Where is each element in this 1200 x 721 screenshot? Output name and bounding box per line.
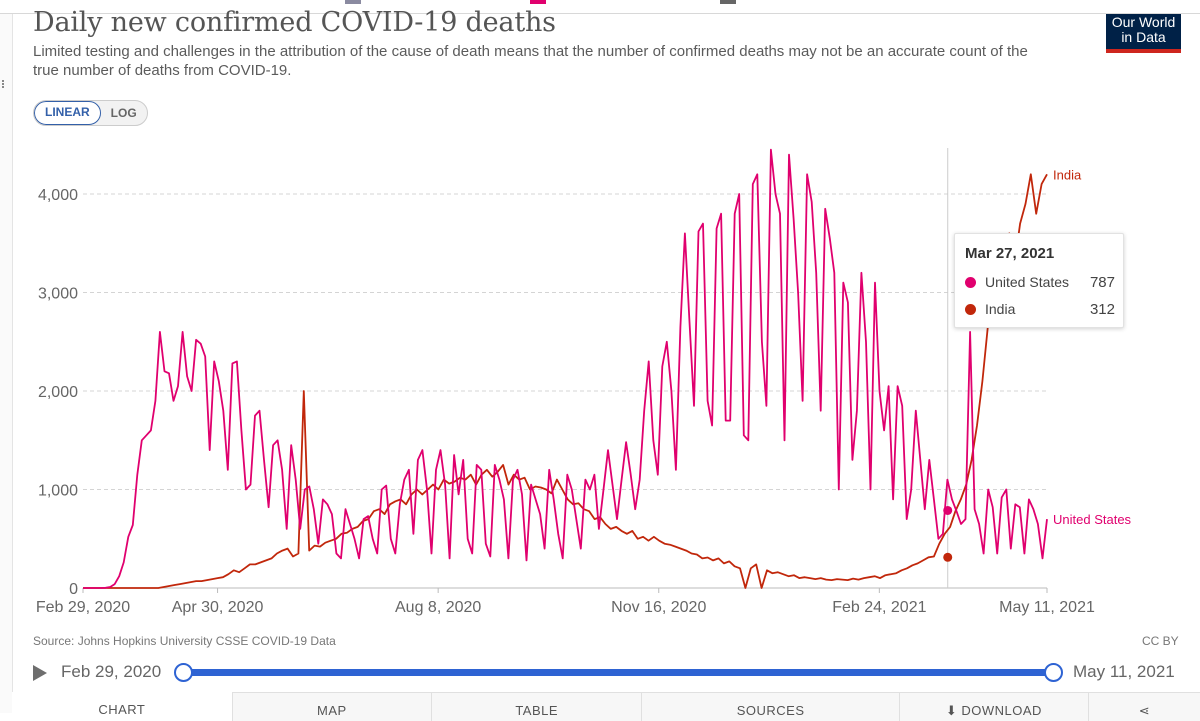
play-icon[interactable] bbox=[33, 665, 47, 681]
grid-lines bbox=[83, 193, 1047, 490]
tab-table[interactable]: TABLE bbox=[430, 692, 642, 721]
tab-sources[interactable]: SOURCES bbox=[641, 692, 899, 721]
tab-map[interactable]: MAP bbox=[231, 692, 431, 721]
tab-chart[interactable]: CHART bbox=[12, 692, 232, 720]
timeline-end-label: May 11, 2021 bbox=[1073, 662, 1175, 681]
linear-scale-button[interactable]: LINEAR bbox=[34, 101, 101, 125]
logo-line-2: in Data bbox=[1121, 29, 1166, 45]
timeline-end-handle[interactable] bbox=[1044, 663, 1063, 682]
top-tab-indicator bbox=[720, 0, 736, 4]
series-end-label: India bbox=[1053, 167, 1082, 182]
source-note[interactable]: Source: Johns Hopkins University CSSE CO… bbox=[33, 634, 336, 648]
y-tick-label: 0 bbox=[69, 581, 78, 598]
timeline-range-fill bbox=[183, 669, 1053, 676]
chart-subtitle: Limited testing and challenges in the at… bbox=[33, 43, 1028, 79]
license-note[interactable]: CC BY bbox=[1142, 634, 1179, 648]
chart-title: Daily new confirmed COVID-19 deaths bbox=[33, 7, 556, 38]
x-tick-label: Aug 8, 2020 bbox=[395, 599, 481, 616]
top-tab-indicator bbox=[345, 0, 361, 4]
x-tick-label: May 11, 2021 bbox=[999, 599, 1095, 616]
legend-dot-icon bbox=[965, 277, 976, 288]
series-end-labels: India United States bbox=[1053, 167, 1132, 527]
tooltip-series-value: 787 bbox=[1089, 274, 1115, 291]
scale-toggle: LINEAR LOG bbox=[33, 100, 148, 126]
timeline-start-label: Feb 29, 2020 bbox=[61, 662, 162, 681]
hover-marker-united-states bbox=[943, 505, 953, 515]
x-tick-label: Feb 29, 2020 bbox=[36, 599, 130, 616]
x-tick-label: Apr 30, 2020 bbox=[172, 599, 264, 616]
top-tab-indicator bbox=[530, 0, 546, 4]
hover-tooltip: Mar 27, 2021 United States 787 India 312 bbox=[954, 233, 1124, 328]
timeline-start-handle[interactable] bbox=[174, 663, 193, 682]
logo-line-1: Our World bbox=[1111, 14, 1176, 30]
tooltip-series-value: 312 bbox=[1089, 301, 1115, 318]
line-chart[interactable]: 0 1,000 2,000 3,000 4,000 Feb 29, 2020 Apr 30… bbox=[0, 130, 1200, 630]
drag-handle-icon[interactable] bbox=[2, 80, 6, 88]
tooltip-date: Mar 27, 2021 bbox=[965, 245, 1055, 262]
series-end-label: United States bbox=[1053, 512, 1132, 527]
y-tick-label: 2,000 bbox=[38, 384, 78, 401]
tooltip-series-name: India bbox=[985, 301, 1016, 317]
y-tick-label: 3,000 bbox=[38, 286, 78, 303]
x-tick-label: Nov 16, 2020 bbox=[611, 599, 706, 616]
log-scale-button[interactable]: LOG bbox=[110, 106, 137, 120]
series-line-india bbox=[83, 173, 1048, 589]
x-tick-label: Feb 24, 2021 bbox=[832, 599, 926, 616]
y-tick-label: 1,000 bbox=[38, 483, 78, 500]
hover-markers bbox=[943, 505, 953, 562]
x-axis: Feb 29, 2020 Apr 30, 2020 Aug 8, 2020 Nov 1… bbox=[36, 587, 1095, 616]
timeline: Feb 29, 2020 May 11, 2021 bbox=[33, 660, 1193, 686]
tooltip-series-name: United States bbox=[985, 274, 1070, 290]
view-tabs: CHART MAP TABLE SOURCES ⬇ DOWNLOAD ⋖ bbox=[12, 692, 1200, 721]
tab-download[interactable]: ⬇ DOWNLOAD bbox=[898, 692, 1088, 721]
browser-top-strip bbox=[0, 0, 1200, 14]
y-axis-ticks: 0 1,000 2,000 3,000 4,000 bbox=[38, 187, 78, 598]
owid-logo[interactable]: Our World in Data bbox=[1106, 14, 1181, 53]
y-tick-label: 4,000 bbox=[38, 187, 78, 204]
legend-dot-icon bbox=[965, 304, 976, 315]
share-icon[interactable]: ⋖ bbox=[1087, 692, 1200, 721]
left-rail bbox=[0, 14, 13, 713]
series-line-united-states bbox=[83, 148, 1048, 589]
hover-marker-india bbox=[943, 552, 953, 562]
series-lines bbox=[83, 148, 1048, 589]
timeline-track[interactable] bbox=[174, 663, 1063, 682]
